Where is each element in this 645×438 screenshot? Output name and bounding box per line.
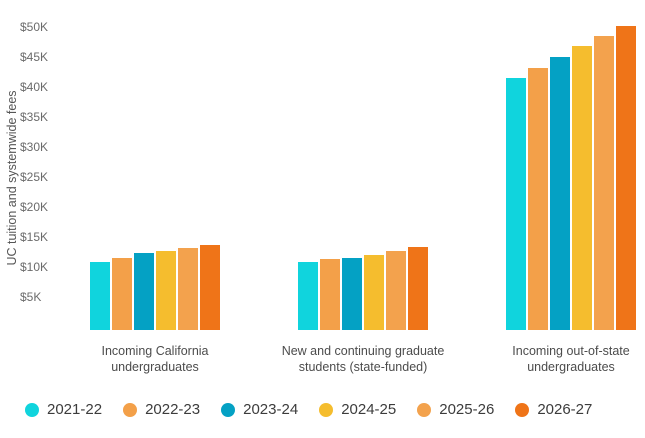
legend-item: 2025-26 bbox=[417, 401, 494, 418]
y-tick-label: $20K bbox=[20, 200, 49, 214]
y-tick-label: $10K bbox=[20, 260, 49, 274]
bar-2026-27 bbox=[200, 245, 220, 330]
bar-2022-23 bbox=[528, 67, 548, 330]
bar-2023-24 bbox=[550, 57, 570, 330]
group-label: New and continuing graduate students (st… bbox=[281, 344, 445, 374]
y-tick-label: $30K bbox=[20, 140, 49, 154]
bar-2023-24 bbox=[342, 258, 362, 330]
legend-color-dot-icon bbox=[515, 402, 530, 417]
legend-color-dot-icon bbox=[123, 402, 138, 417]
y-tick-label: $35K bbox=[20, 110, 49, 124]
legend-color-dot-icon bbox=[319, 402, 334, 417]
bar-group bbox=[90, 245, 220, 330]
legend-item-label: 2024-25 bbox=[341, 401, 397, 418]
y-axis-title: UC tuition and systemwide fees bbox=[5, 90, 19, 266]
legend-item: 2024-25 bbox=[319, 401, 396, 418]
y-tick-label: $15K bbox=[20, 230, 49, 244]
y-tick-label: $50K bbox=[20, 20, 49, 34]
legend-item-label: 2021-22 bbox=[47, 401, 103, 418]
legend-color-dot-icon bbox=[25, 402, 39, 417]
legend-item: 2026-27 bbox=[515, 401, 592, 418]
bar-2022-23 bbox=[320, 259, 340, 330]
y-tick-label: $5K bbox=[20, 290, 42, 304]
bar-2025-26 bbox=[178, 248, 198, 330]
bar-2026-27 bbox=[616, 25, 636, 330]
y-tick-label: $40K bbox=[20, 80, 49, 94]
bar-2022-23 bbox=[112, 258, 132, 330]
bar-group bbox=[298, 247, 428, 330]
bar-2021-22 bbox=[298, 262, 318, 330]
legend: 2021-22 2022-23 2023-24 2024-25 2025-26 2026-… bbox=[25, 401, 592, 418]
bar-2025-26 bbox=[594, 36, 614, 330]
legend-item-label: 2026-27 bbox=[537, 401, 593, 418]
y-tick-label: $45K bbox=[20, 50, 49, 64]
y-tick-label: $25K bbox=[20, 170, 49, 184]
legend-color-dot-icon bbox=[417, 402, 432, 417]
legend-item: 2023-24 bbox=[221, 401, 298, 418]
legend-color-dot-icon bbox=[221, 402, 236, 417]
bar-2026-27 bbox=[408, 247, 428, 330]
bar-2025-26 bbox=[386, 251, 406, 330]
legend-item: 2022-23 bbox=[123, 401, 200, 418]
bar-2024-25 bbox=[364, 255, 384, 330]
group-label: Incoming out-of-state undergraduates bbox=[512, 344, 630, 374]
legend-item-label: 2025-26 bbox=[439, 401, 495, 418]
group-label: Incoming California undergraduates bbox=[101, 344, 209, 374]
bar-2021-22 bbox=[506, 78, 526, 330]
legend-item-label: 2022-23 bbox=[145, 401, 201, 418]
bar-group bbox=[506, 25, 636, 330]
bar-2024-25 bbox=[156, 250, 176, 330]
bar-2024-25 bbox=[572, 45, 592, 330]
legend-item: 2021-22 bbox=[25, 401, 102, 418]
bar-2023-24 bbox=[134, 253, 154, 330]
bar-2021-22 bbox=[90, 261, 110, 330]
legend-item-label: 2023-24 bbox=[243, 401, 299, 418]
